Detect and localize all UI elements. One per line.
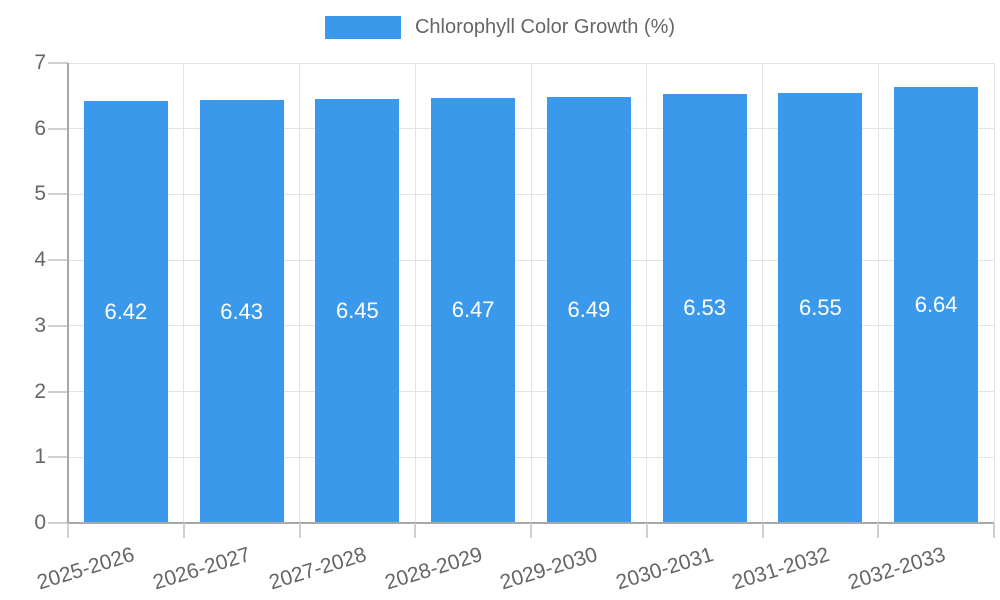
y-axis-tick bbox=[48, 62, 68, 64]
bar[interactable] bbox=[315, 99, 400, 523]
x-gridline bbox=[877, 63, 879, 523]
bar[interactable] bbox=[546, 96, 631, 523]
legend-item[interactable]: Chlorophyll Color Growth (%) bbox=[0, 16, 1000, 39]
y-axis-tick bbox=[48, 324, 68, 327]
y-axis-label: 7 bbox=[34, 51, 46, 74]
y-axis-label: 1 bbox=[34, 445, 46, 469]
y-axis-tick bbox=[48, 259, 68, 262]
y-axis-tick bbox=[48, 456, 68, 459]
bar-value-label: 6.49 bbox=[567, 296, 611, 322]
x-gridline bbox=[183, 63, 185, 523]
bar[interactable] bbox=[894, 86, 979, 523]
x-axis-tick bbox=[67, 523, 69, 538]
x-gridline bbox=[993, 63, 995, 523]
y-axis-label: 6 bbox=[34, 116, 46, 140]
x-axis-tick bbox=[182, 523, 185, 538]
y-axis-tick bbox=[48, 193, 68, 196]
y-axis-tick bbox=[48, 522, 68, 524]
x-axis-tick bbox=[993, 523, 995, 538]
x-axis-label: 2027-2028 bbox=[266, 543, 370, 595]
x-gridline bbox=[646, 63, 648, 523]
x-gridline bbox=[762, 63, 763, 523]
bar-value-label: 6.47 bbox=[451, 297, 495, 323]
y-axis-tick bbox=[48, 390, 68, 393]
bar-value-label: 6.55 bbox=[798, 294, 842, 320]
x-axis-label: 2030-2031 bbox=[613, 543, 717, 595]
x-axis-label: 2031-2032 bbox=[729, 543, 833, 595]
y-axis-label: 3 bbox=[34, 313, 46, 337]
bar[interactable] bbox=[778, 92, 863, 523]
bar[interactable] bbox=[199, 100, 284, 523]
x-axis-label: 2032-2033 bbox=[845, 543, 948, 595]
bar-value-label: 6.45 bbox=[335, 298, 379, 324]
bar-value-label: 6.42 bbox=[104, 299, 148, 325]
x-axis-tick bbox=[414, 523, 417, 538]
x-axis-tick bbox=[761, 523, 764, 538]
y-axis-label: 5 bbox=[34, 182, 46, 206]
x-gridline bbox=[414, 63, 416, 523]
y-axis-line bbox=[67, 63, 69, 524]
bar-value-label: 6.53 bbox=[683, 295, 727, 321]
x-axis-label: 2029-2030 bbox=[497, 543, 601, 595]
y-axis-label: 4 bbox=[34, 248, 46, 272]
y-axis-label: 2 bbox=[34, 379, 46, 403]
legend-label: Chlorophyll Color Growth (%) bbox=[414, 16, 676, 38]
x-axis-tick bbox=[877, 523, 880, 538]
bar-value-label: 6.64 bbox=[914, 291, 958, 317]
x-axis-label: 2026-2027 bbox=[150, 543, 254, 595]
x-axis-tick bbox=[645, 523, 648, 538]
bar[interactable] bbox=[83, 101, 168, 523]
bar[interactable] bbox=[662, 93, 747, 523]
x-gridline bbox=[530, 63, 532, 523]
x-axis-tick bbox=[530, 523, 532, 538]
bar-value-label: 6.43 bbox=[220, 298, 264, 324]
x-axis-tick bbox=[298, 523, 301, 538]
bar[interactable] bbox=[431, 97, 516, 523]
x-axis-label: 2028-2029 bbox=[382, 543, 485, 595]
x-axis-label: 2025-2026 bbox=[34, 543, 138, 595]
y-axis-tick bbox=[48, 127, 68, 130]
y-axis-label: 0 bbox=[34, 511, 46, 534]
x-gridline bbox=[299, 63, 300, 523]
legend-swatch bbox=[324, 16, 401, 39]
